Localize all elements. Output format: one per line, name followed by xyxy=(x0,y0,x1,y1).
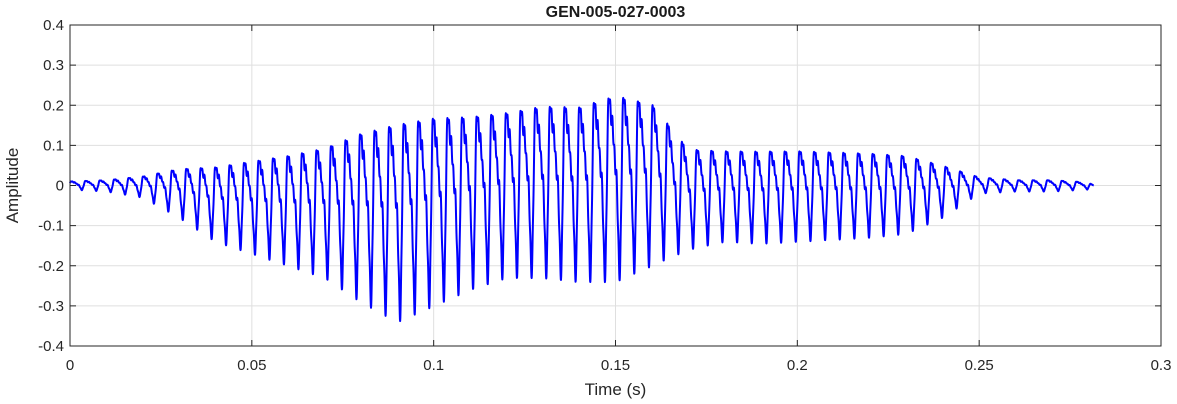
y-tick-label: 0 xyxy=(56,178,64,195)
x-tick-label: 0.1 xyxy=(423,357,444,374)
x-axis-label: Time (s) xyxy=(585,380,647,399)
x-tick-label: 0.05 xyxy=(237,357,266,374)
y-axis-label: Amplitude xyxy=(3,148,22,224)
y-tick-label: -0.4 xyxy=(38,338,64,355)
axis-ticks xyxy=(69,24,1162,347)
chart-title: GEN-005-027-0003 xyxy=(546,4,686,21)
y-tick-label: 0.4 xyxy=(43,17,64,34)
x-tick-label: 0.25 xyxy=(965,357,994,374)
x-tick-label: 0.15 xyxy=(601,357,630,374)
x-tick-label: 0.3 xyxy=(1151,357,1172,374)
x-tick-labels: 0 0.05 0.1 0.15 0.2 0.25 0.3 xyxy=(66,357,1172,374)
y-tick-label: -0.2 xyxy=(38,258,64,275)
y-tick-label: 0.1 xyxy=(43,137,64,154)
y-tick-label: -0.3 xyxy=(38,298,64,315)
x-tick-label: 0 xyxy=(66,357,74,374)
y-tick-labels: -0.4 -0.3 -0.2 -0.1 0 0.1 0.2 0.3 0.4 xyxy=(38,17,64,355)
grid-lines xyxy=(69,24,1162,347)
waveform-series-line xyxy=(69,96,1095,323)
y-tick-label: 0.3 xyxy=(43,57,64,74)
y-tick-label: -0.1 xyxy=(38,218,64,235)
x-tick-label: 0.2 xyxy=(787,357,808,374)
y-tick-label: 0.2 xyxy=(43,97,64,114)
